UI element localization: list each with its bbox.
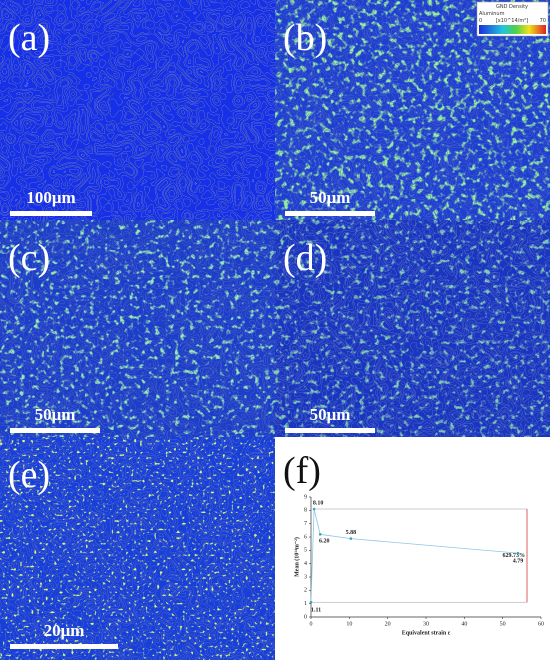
scale-bar (10, 428, 100, 433)
panel-label: (c) (8, 237, 50, 279)
data-label: 5.88 (346, 530, 357, 536)
y-tick-label: 5 (304, 548, 307, 554)
annotation: 629.73% (503, 553, 526, 559)
data-label: 6.20 (319, 539, 330, 545)
scale-bar-label: 100μm (26, 188, 75, 207)
data-point (349, 537, 353, 540)
y-tick-label: 4 (304, 561, 307, 567)
panel-label: (b) (283, 17, 327, 59)
y-tick-label: 1 (304, 601, 307, 607)
colorbar-min: 0 (479, 18, 482, 24)
scale-bar-label: 50μm (310, 405, 351, 424)
colorbar-material: Aluminum (479, 11, 505, 17)
scale-bar (10, 211, 92, 216)
data-label: 4.79 (513, 559, 524, 565)
data-point (309, 600, 313, 604)
scale-bar (285, 428, 375, 433)
scale-bar-label: 50μm (310, 188, 351, 207)
y-tick-label: 8 (304, 508, 307, 514)
x-tick-label: 50 (500, 621, 506, 627)
x-tick-label: 10 (346, 621, 352, 627)
panel-label: (d) (283, 237, 327, 279)
x-tick-label: 0 (310, 621, 313, 627)
scale-bar (285, 211, 375, 216)
colorbar-title: GND Density (496, 4, 528, 10)
y-tick-label: 9 (304, 494, 307, 500)
x-tick-label: 40 (461, 621, 467, 627)
scale-bar-label: 20μm (44, 621, 85, 640)
colorbar-max: 70 (540, 18, 546, 24)
colorbar-unit: [x10^14/m²] (496, 18, 528, 24)
x-axis-label: Equivalent strain ε (402, 630, 451, 636)
data-point (312, 507, 316, 511)
scale-bar-label: 50μm (35, 405, 76, 424)
y-tick-label: 2 (304, 588, 307, 594)
y-tick-label: 3 (304, 574, 307, 580)
data-point (516, 551, 520, 555)
data-point (318, 533, 322, 536)
data-label: 8.10 (313, 500, 324, 506)
y-tick-label: 6 (304, 534, 307, 540)
panel-label: (f) (283, 450, 321, 492)
panel-label: (e) (8, 454, 50, 496)
colorbar: GND Density Aluminum 0 [x10^14/m²] 70 (476, 1, 549, 37)
x-tick-label: 60 (538, 621, 544, 627)
panel-label: (a) (8, 17, 50, 59)
y-axis-label: Mean (10¹⁴m⁻²) (293, 537, 300, 577)
scale-bar (10, 644, 118, 649)
y-tick-label: 0 (304, 614, 307, 620)
y-tick-label: 7 (304, 521, 307, 527)
x-tick-label: 20 (385, 621, 391, 627)
data-label: 1.11 (311, 608, 321, 614)
x-tick-label: 30 (423, 621, 429, 627)
